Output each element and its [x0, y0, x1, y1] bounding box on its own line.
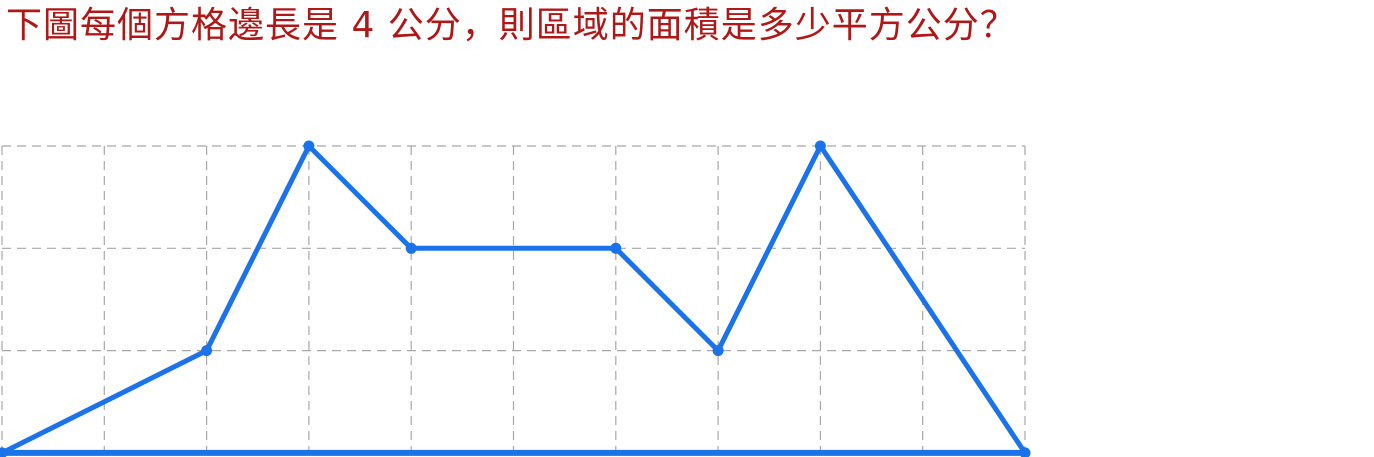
region-vertex	[712, 345, 724, 357]
region-vertex	[303, 140, 315, 152]
region-vertex	[201, 345, 213, 357]
region-vertex	[814, 140, 826, 152]
question-text: 下圖每個方格邊長是 4 公分，則區域的面積是多少平方公分？	[6, 5, 1017, 46]
dashed-grid	[1, 145, 1026, 454]
region-vertices	[0, 140, 1031, 457]
region-outline	[0, 143, 1028, 456]
region-vertex	[405, 242, 417, 254]
region-vertex	[0, 447, 8, 457]
region-vertex	[1019, 447, 1031, 457]
region-vertex	[610, 242, 622, 254]
